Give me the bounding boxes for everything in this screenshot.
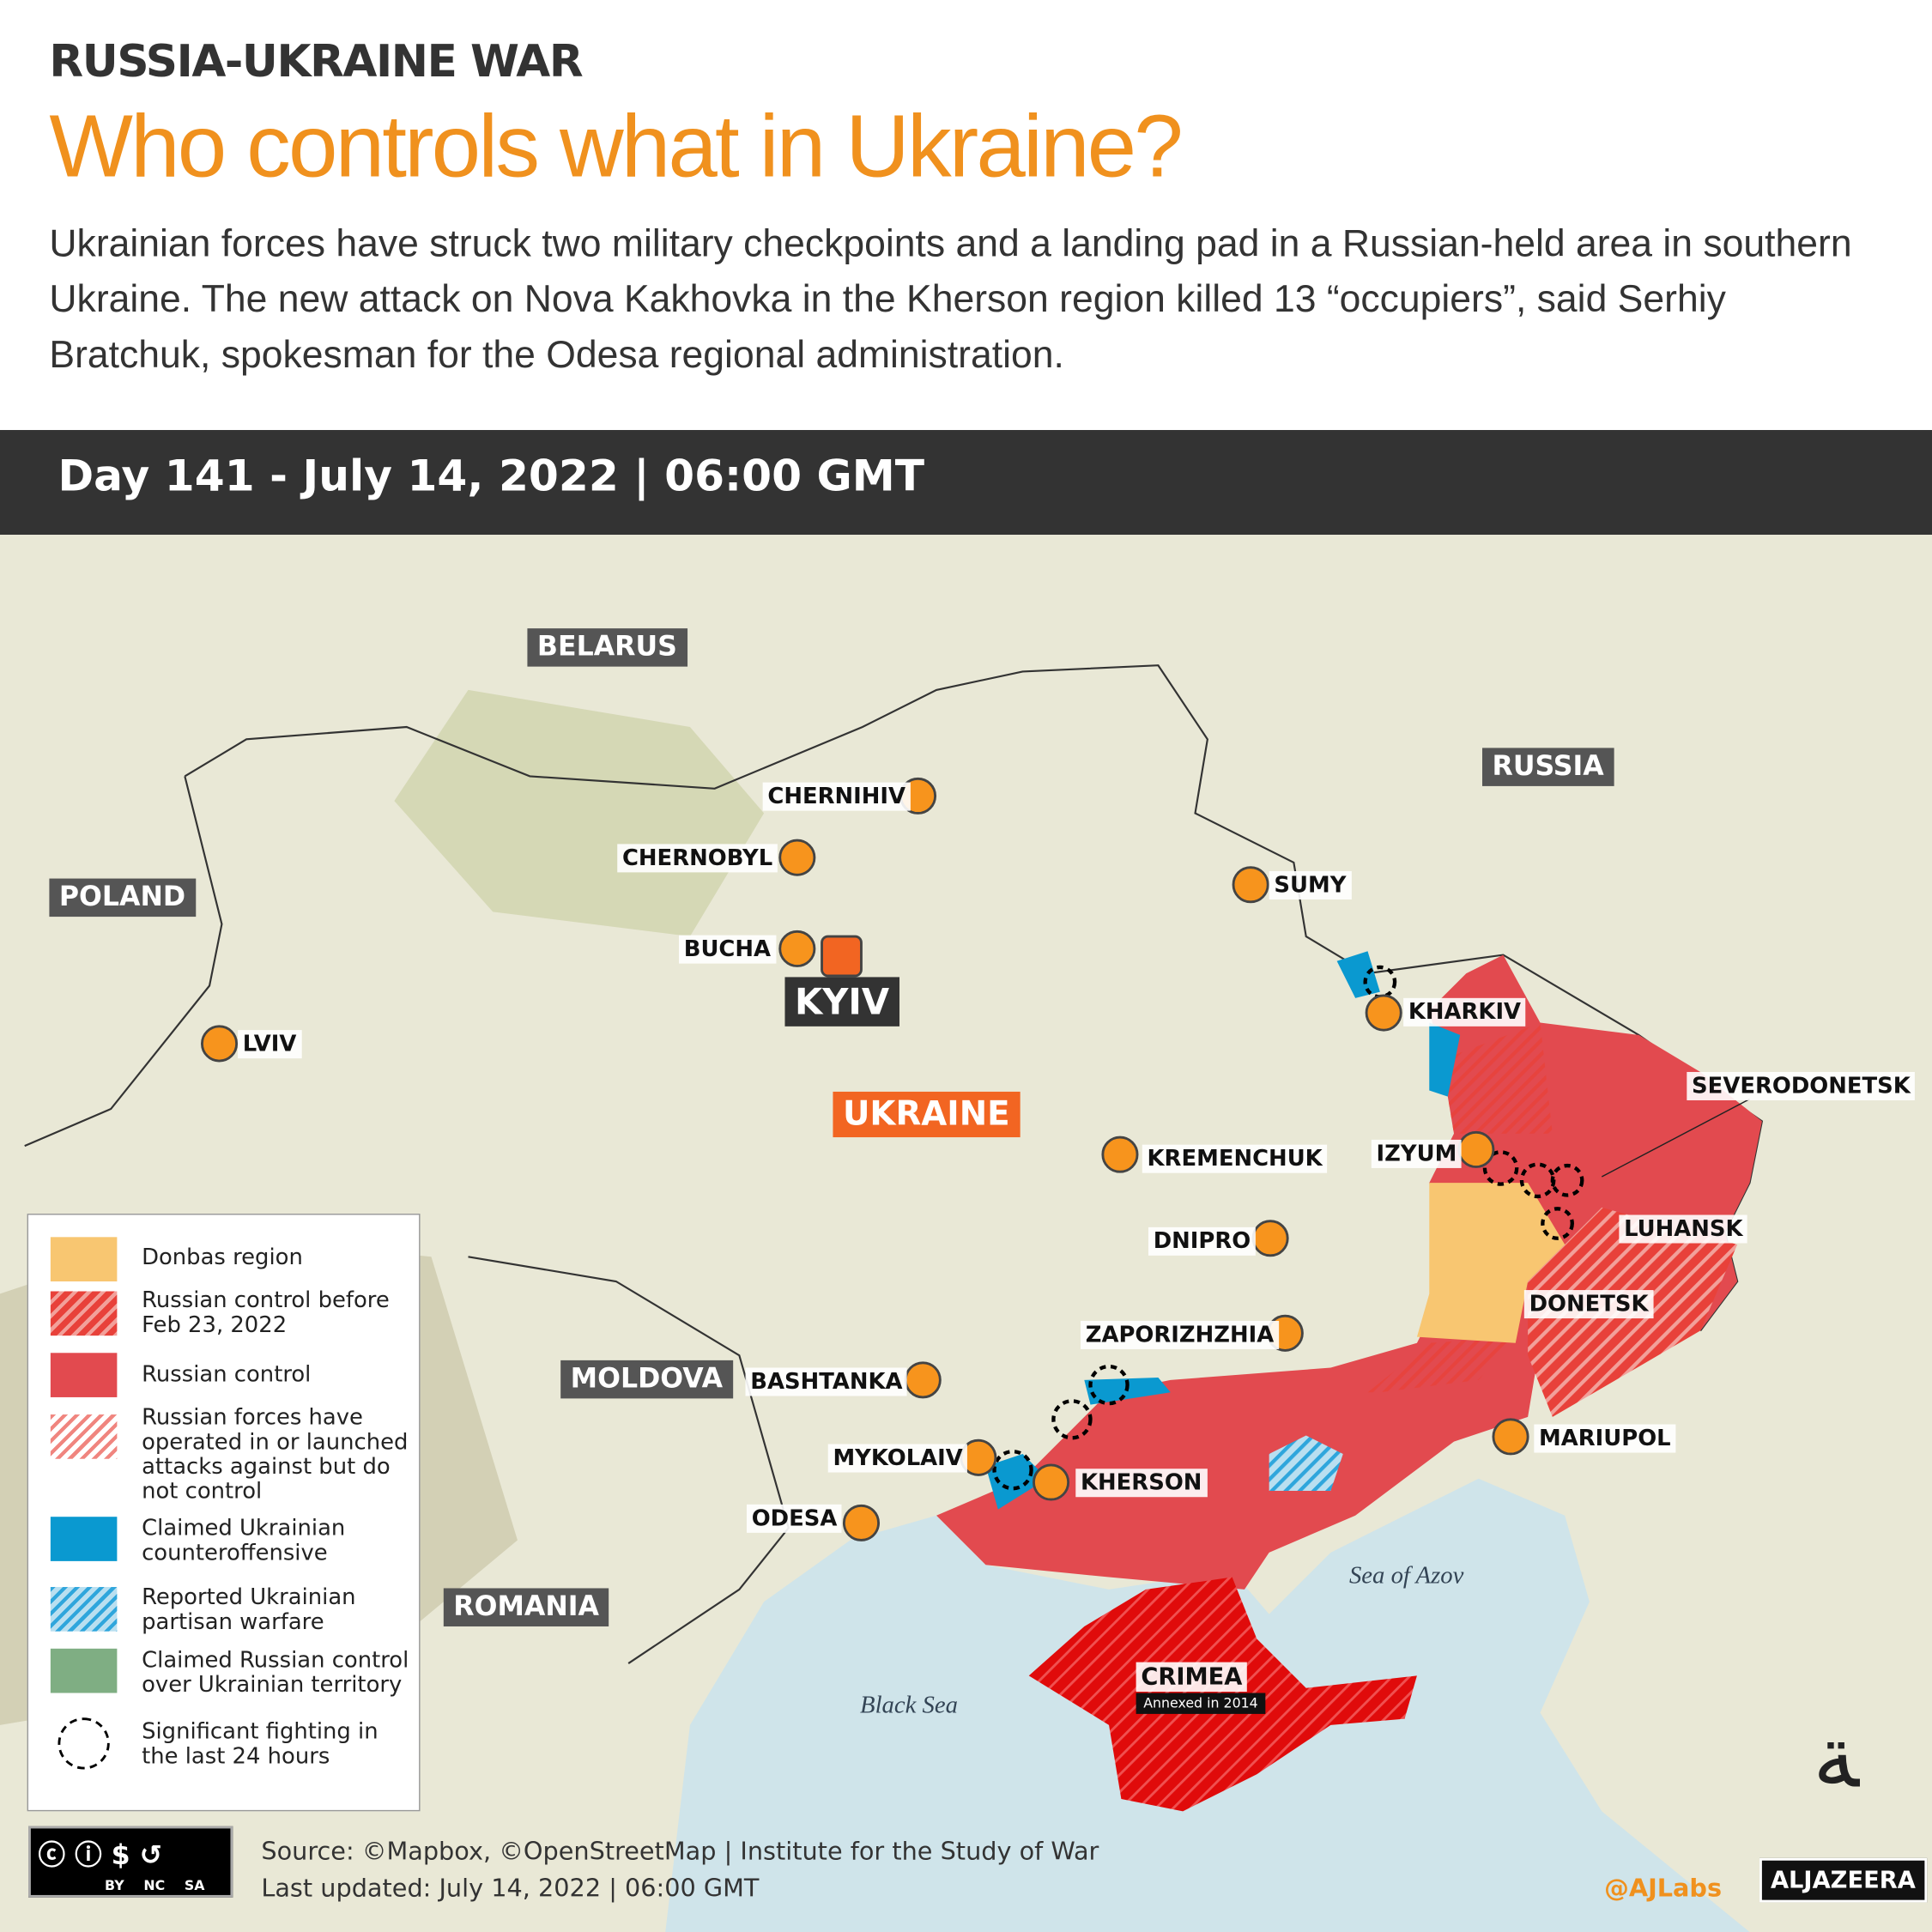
legend-label: Russian forces have operated in or launc… [142,1404,409,1505]
fighting-markers [992,965,1584,1491]
black-sea-label: Black Sea [860,1691,958,1718]
city-label-mariupol: MARIUPOL [1534,1424,1676,1453]
city-dot-odesa[interactable] [842,1504,881,1541]
kicker: RUSSIA-UKRAINE WAR [49,37,583,88]
legend-swatch-partisan [50,1587,118,1632]
capital-icon-kyiv[interactable] [821,935,863,978]
city-dot-kharkiv[interactable] [1365,994,1402,1032]
city-dot-bashtanka[interactable] [904,1361,942,1399]
city-label-bashtanka: BASHTANKA [745,1367,908,1396]
legend-label: Claimed Ukrainian counteroffensive [142,1515,346,1566]
country-label-russia: RUSSIA [1482,748,1614,786]
legend-swatch-donbas [50,1237,118,1282]
ukraine-border [24,664,1764,1664]
donbas-region [1416,1183,1566,1343]
city-dot-mariupol[interactable] [1492,1418,1529,1456]
city-label-chernihiv: CHERNIHIV [762,782,911,811]
country-label-ukraine: UKRAINE [833,1091,1021,1138]
legend-swatch-russian-attacks [50,1414,118,1459]
legend-swatch-claimed-russian [50,1648,118,1693]
city-label-mykolaiv: MYKOLAIV [827,1444,968,1473]
crimea-label: CRIMEA [1136,1662,1248,1693]
day-label: Day 141 - July 14, 2022 | 06:00 GMT [58,451,925,502]
legend-label: Russian control before Feb 23, 2022 [142,1287,390,1339]
aljazeera-logo-icon: ﺔ [1813,1706,1859,1808]
severodonetsk-leader [1601,1098,1750,1178]
country-label-poland: POLAND [49,878,196,918]
forest-patch [394,689,765,937]
country-label-belarus: BELARUS [527,628,687,667]
sea-of-azov-label: Sea of Azov [1349,1562,1464,1590]
fighting-circle [1550,1163,1584,1197]
city-dot-bucha[interactable] [778,930,816,967]
city-label-zaporizhzhia: ZAPORIZHZHIA [1081,1320,1280,1349]
city-label-bucha: BUCHA [679,935,776,964]
legend-swatch-fighting [58,1717,110,1770]
day-bar: Day 141 - July 14, 2022 | 06:00 GMT [0,430,1932,536]
city-label-lviv: LVIV [238,1030,302,1059]
city-label-kherson: KHERSON [1075,1469,1208,1498]
city-dot-chernobyl[interactable] [778,839,816,876]
legend: Donbas region Russian control before Feb… [27,1214,421,1812]
ajlabs-handle: @AJLabs [1604,1873,1723,1903]
city-label-kharkiv: KHARKIV [1403,997,1526,1027]
crimea-note: Annexed in 2014 [1136,1693,1266,1714]
city-dot-kremenchuk[interactable] [1101,1136,1139,1173]
fighting-circle [992,1449,1033,1491]
updated-text: Last updated: July 14, 2022 | 06:00 GMT [261,1873,760,1903]
city-label-severodonetsk: SEVERODONETSK [1687,1071,1916,1100]
partisan-warfare-area [1269,1435,1343,1492]
legend-swatch-russian-control [50,1353,118,1397]
city-dot-sumy[interactable] [1232,866,1269,904]
page-title: Who controls what in Ukraine? [49,97,1183,197]
legend-label: Russian control [142,1361,312,1388]
aljazeera-brand: ALJAZEERA [1759,1857,1927,1903]
city-dot-kherson[interactable] [1033,1463,1070,1501]
legend-label: Claimed Russian control over Ukrainian t… [142,1647,409,1699]
fighting-circle [1482,1150,1519,1186]
license-text: BY NC SA [105,1877,205,1894]
city-label-dnipro: DNIPRO [1148,1226,1256,1256]
fighting-circle [1541,1207,1574,1240]
city-label-donetsk: DONETSK [1523,1290,1654,1319]
fighting-circle [1088,1364,1130,1406]
country-label-romania: ROMANIA [443,1588,609,1626]
city-label-kremenchuk: KREMENCHUK [1142,1144,1328,1173]
cc-icon: ⓒ ⓘ $ ↺ [38,1840,163,1872]
city-label-kyiv: KYIV [784,977,899,1027]
legend-swatch-counteroffensive [50,1517,118,1561]
legend-label: Reported Ukrainian partisan warfare [142,1584,356,1636]
city-dot-izyum[interactable] [1457,1130,1495,1168]
source-text: Source: ©Mapbox, ©OpenStreetMap | Instit… [261,1836,1099,1866]
russian-attacks-area [1367,1022,1553,1393]
cc-license-badge[interactable]: ⓒ ⓘ $ ↺ BY NC SA [28,1826,233,1898]
country-label-moldova: MOLDOVA [560,1360,733,1399]
fighting-circle [1051,1399,1093,1440]
description: Ukrainian forces have struck two militar… [49,221,1852,376]
city-dot-dnipro[interactable] [1251,1220,1289,1257]
legend-label: Donbas region [142,1244,303,1271]
city-label-izyum: IZYUM [1371,1139,1463,1168]
legend-label: Significant fighting in the last 24 hour… [142,1718,379,1770]
legend-swatch-pre-2022 [50,1291,118,1336]
russian-control-area [936,954,1762,1590]
city-label-luhansk: LUHANSK [1619,1214,1748,1244]
city-label-sumy: SUMY [1269,870,1352,899]
city-label-chernobyl: CHERNOBYL [617,844,778,873]
city-label-odesa: ODESA [746,1504,843,1533]
city-dot-lviv[interactable] [201,1025,239,1063]
